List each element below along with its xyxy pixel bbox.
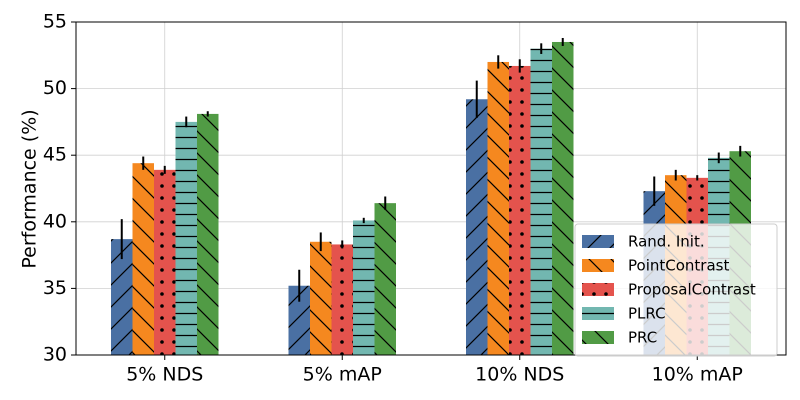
bar <box>154 169 176 355</box>
bar <box>175 121 197 356</box>
bar <box>111 239 133 355</box>
legend-swatch <box>582 331 614 344</box>
bar <box>552 41 574 355</box>
legend-swatch <box>582 283 614 296</box>
bar <box>197 113 219 356</box>
y-axis-label: Performance (%) <box>19 109 41 268</box>
bar <box>331 244 353 355</box>
x-tick-label: 5% mAP <box>303 364 382 386</box>
y-tick-label: 40 <box>43 210 67 232</box>
legend-box <box>574 223 778 357</box>
plot-frame <box>75 21 787 356</box>
y-tick-label: 45 <box>43 144 67 166</box>
bar <box>310 241 332 355</box>
y-tick-label: 35 <box>43 277 67 299</box>
bar <box>530 48 552 355</box>
bar <box>509 65 531 356</box>
legend-label: PLRC <box>628 305 666 323</box>
bar <box>487 61 509 356</box>
bar <box>132 163 154 355</box>
bar <box>466 99 488 355</box>
x-tick-label: 5% NDS <box>126 364 203 386</box>
y-tick-label: 30 <box>43 344 67 366</box>
bar <box>288 285 310 355</box>
x-tick-label: 10% mAP <box>652 364 743 386</box>
bar <box>353 220 375 355</box>
axes-layer: 30 35 40 45 50 55 5% NDS 5% mAP 10% NDS 10% mAP <box>43 11 787 386</box>
legend-label: PRC <box>628 329 657 347</box>
x-tick-label: 10% NDS <box>475 364 564 386</box>
legend: Rand. Init. PointContrast ProposalContrast… <box>574 223 778 357</box>
legend-swatch <box>582 259 614 272</box>
legend-label: ProposalContrast <box>628 281 756 299</box>
legend-swatch <box>582 235 614 248</box>
legend-swatch <box>582 307 614 320</box>
legend-label: PointContrast <box>628 257 729 275</box>
legend-label: Rand. Init. <box>628 233 705 251</box>
y-tick-label: 50 <box>43 77 67 99</box>
y-tick-label: 55 <box>43 11 67 33</box>
bar <box>374 203 396 355</box>
